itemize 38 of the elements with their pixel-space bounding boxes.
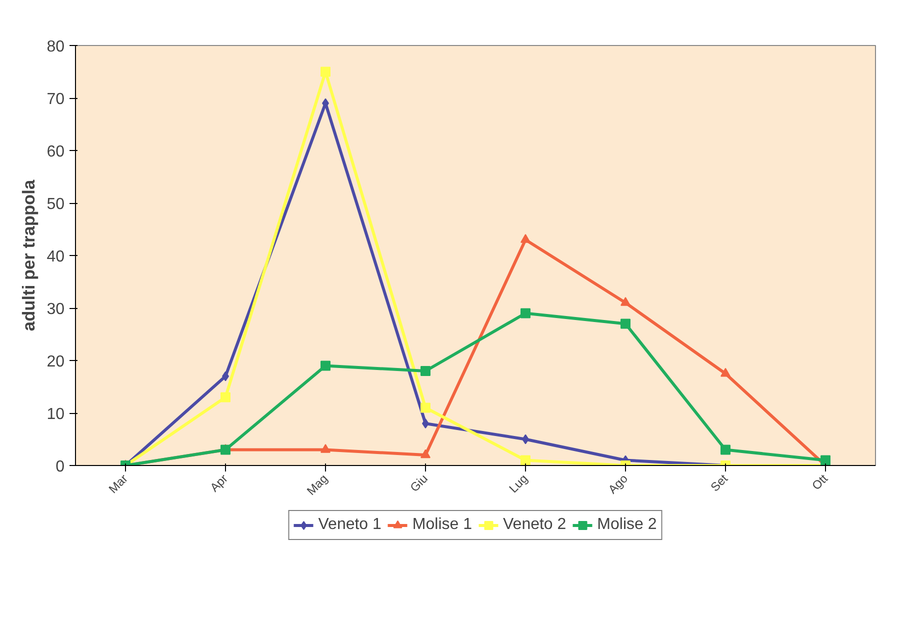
y-tick-label: 20 [46, 354, 65, 370]
x-tick-label: Lug [506, 472, 530, 496]
point [220, 392, 230, 402]
point [320, 360, 330, 371]
point [520, 234, 530, 243]
point [720, 368, 730, 377]
point [620, 297, 630, 306]
point [420, 449, 430, 458]
x-tick-label: Mar [106, 472, 130, 496]
y-tick-label: 50 [46, 196, 65, 213]
legend-label: Veneto 2 [503, 516, 566, 534]
legend-label: Molise 2 [597, 516, 657, 534]
y-tick-label: 40 [46, 248, 65, 266]
y-tick-label: 70 [46, 91, 65, 108]
x-tick-label: Apr [207, 472, 230, 495]
point [320, 66, 330, 77]
legend-label: Veneto 1 [318, 516, 382, 534]
point [520, 308, 530, 318]
y-tick-label: 30 [46, 301, 65, 318]
point [520, 455, 530, 466]
point [620, 318, 630, 329]
y-tick-label: 80 [46, 38, 65, 56]
y-axis-title: adulti per trappola [18, 180, 39, 332]
x-tick-label: Ago [605, 471, 631, 497]
point [720, 444, 730, 455]
x-tick-label: Ott [809, 471, 831, 493]
point [420, 402, 430, 413]
legend-label: Molise 1 [412, 516, 472, 534]
point [422, 418, 429, 428]
y-tick-label: 10 [46, 406, 65, 423]
x-tick-label: Mag [304, 472, 330, 498]
y-tick-label: 0 [56, 458, 65, 476]
point [420, 366, 430, 376]
x-tick-label: Giu [407, 472, 430, 495]
point [820, 455, 830, 466]
y-tick-label: 60 [46, 144, 65, 160]
point [320, 444, 330, 453]
x-tick-label: Set [708, 471, 731, 494]
